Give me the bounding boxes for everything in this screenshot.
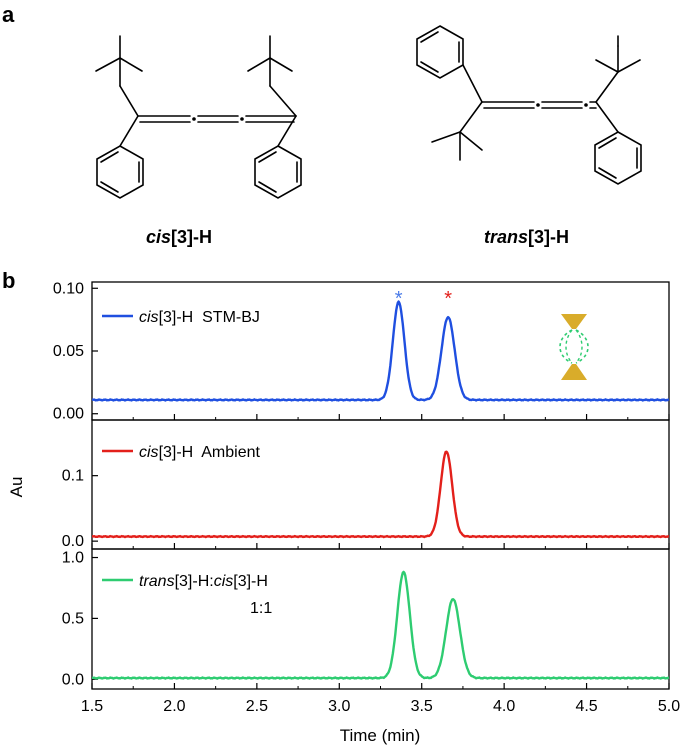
- y-tick-label-middle: 0.0: [62, 533, 84, 550]
- y-tick-label-middle: 0.1: [62, 468, 84, 485]
- x-tick-label: 1.5: [81, 698, 103, 715]
- y-tick-label-bottom: 0.0: [62, 671, 84, 688]
- y-tick-label-top: 0.00: [53, 406, 84, 423]
- x-tick-label: 4.0: [493, 698, 515, 715]
- series-line-bottom: [91, 570, 670, 680]
- trans-molecule-label: trans[3]-H: [484, 227, 569, 247]
- allene-dot: [192, 117, 196, 121]
- y-tick-label-bottom: 0.5: [62, 610, 84, 627]
- allene-dot: [240, 117, 244, 121]
- peak-marker-1: *: [395, 288, 403, 310]
- panel-frame-middle: [91, 419, 670, 550]
- allene-dot: [536, 103, 540, 107]
- panel-frame-bottom: [91, 548, 670, 690]
- x-tick-label: 2.0: [163, 698, 185, 715]
- panel-b-label: b: [2, 268, 15, 293]
- y-axis-label: Au: [7, 477, 26, 498]
- x-tick-label: 5.0: [658, 698, 680, 715]
- x-tick-label: 4.5: [575, 698, 597, 715]
- y-tick-label-top: 0.10: [53, 280, 84, 297]
- legend-label-bottom: trans[3]-H:cis[3]-H: [139, 573, 268, 590]
- y-tick-label-bottom: 1.0: [62, 550, 84, 567]
- legend-label-top: cis[3]-H STM-BJ: [139, 309, 260, 326]
- allene-dot: [584, 103, 588, 107]
- series-line-top: [91, 300, 670, 402]
- x-tick-label: 3.5: [411, 698, 433, 715]
- peak-marker-2: *: [444, 288, 452, 310]
- x-axis-label: Time (min): [340, 726, 421, 745]
- cis-molecule-label: cis[3]-H: [146, 227, 212, 247]
- junction-icon: [559, 314, 589, 380]
- x-tick-label: 3.0: [328, 698, 350, 715]
- series-line-middle: [91, 450, 670, 539]
- x-tick-label: 2.5: [246, 698, 268, 715]
- y-tick-label-top: 0.05: [53, 343, 84, 360]
- panel-a-label: a: [2, 2, 15, 27]
- legend-ratio-bottom: 1:1: [250, 600, 272, 617]
- trans-molecule-structure: [416, 25, 642, 185]
- cis-molecule-structure: [95, 35, 302, 199]
- legend-label-middle: cis[3]-H Ambient: [139, 444, 260, 461]
